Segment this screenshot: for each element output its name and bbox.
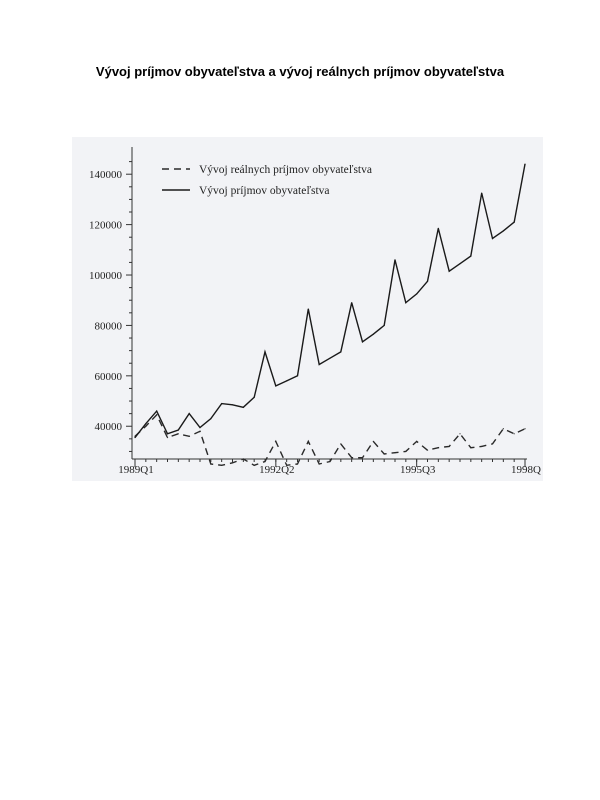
series-income-line: [134, 163, 526, 439]
data-point: [188, 413, 190, 415]
data-point: [448, 445, 450, 447]
y-tick-label: 60000: [95, 371, 123, 383]
data-point: [188, 435, 190, 437]
data-point: [253, 396, 255, 398]
data-point: [199, 426, 201, 429]
data-point: [340, 443, 342, 445]
legend-label: Vývoj reálnych príjmov obyvateľstva: [199, 164, 372, 176]
data-point: [481, 192, 483, 194]
data-point: [426, 449, 429, 451]
data-point: [134, 436, 136, 439]
y-tick-label: 100000: [89, 270, 123, 282]
data-point: [242, 406, 244, 408]
data-point: [307, 440, 309, 442]
data-point: [307, 308, 309, 310]
data-point: [145, 423, 147, 425]
data-point: [264, 460, 266, 463]
data-point: [372, 333, 374, 335]
data-point: [242, 458, 244, 460]
data-point: [231, 462, 234, 464]
data-point: [296, 463, 299, 465]
data-point: [177, 429, 179, 431]
data-point: [199, 430, 201, 432]
series-real-income-line: [134, 413, 526, 467]
data-point: [437, 227, 439, 229]
y-tick-label: 140000: [89, 169, 123, 181]
data-point: [448, 270, 450, 272]
data-point: [329, 460, 331, 463]
data-point: [416, 293, 418, 295]
data-point: [361, 457, 364, 459]
data-point: [221, 464, 223, 466]
data-point: [416, 440, 418, 442]
data-point: [318, 463, 320, 465]
data-point: [502, 428, 504, 430]
data-point: [491, 237, 494, 240]
y-tick-label: 80000: [95, 320, 123, 332]
data-point: [383, 324, 385, 327]
x-tick-label: 1992Q2: [259, 464, 294, 476]
data-point: [231, 404, 234, 406]
data-point: [221, 402, 223, 405]
data-point: [351, 457, 353, 459]
data-point: [286, 464, 288, 466]
chart-container: 40000 60000 80000 100000 120000 140000 1989Q1 1…: [72, 137, 543, 481]
data-point: [383, 453, 385, 455]
data-point: [491, 443, 494, 445]
data-point: [210, 418, 212, 420]
data-point: [470, 255, 472, 257]
data-point: [329, 357, 331, 359]
data-point: [156, 410, 158, 412]
data-point: [275, 440, 277, 442]
data-point: [405, 450, 407, 453]
data-point: [513, 221, 515, 223]
data-point: [275, 385, 277, 387]
data-point: [156, 414, 158, 416]
data-point: [286, 380, 288, 382]
data-point: [361, 341, 364, 343]
data-point: [372, 440, 374, 442]
y-tick-label: 120000: [89, 220, 123, 232]
line-chart: 40000 60000 80000 100000 120000 140000 1989Q1 1…: [89, 147, 541, 476]
y-tick-label: 40000: [95, 421, 123, 433]
data-point: [253, 464, 255, 466]
data-point: [524, 428, 526, 430]
data-point: [145, 425, 147, 427]
data-point: [513, 433, 515, 435]
x-tick-label: 1995Q3: [400, 464, 436, 476]
data-point: [210, 463, 212, 465]
data-point: [459, 263, 461, 265]
data-point: [394, 452, 396, 454]
page-title: Vývoj príjmov obyvateľstva a vývoj reáln…: [95, 64, 505, 79]
data-point: [524, 163, 526, 165]
x-tick-label: 1998Q: [511, 464, 541, 476]
x-tick-label: 1989Q1: [118, 464, 153, 476]
legend-label: Vývoj príjmov obyvateľstva: [199, 185, 330, 197]
data-point: [318, 363, 320, 366]
data-point: [502, 230, 504, 232]
data-point: [394, 259, 396, 261]
data-point: [166, 436, 169, 439]
data-point: [177, 433, 179, 435]
data-point: [459, 433, 461, 435]
data-point: [405, 302, 407, 304]
data-point: [296, 375, 299, 377]
data-point: [264, 351, 266, 353]
data-point: [470, 447, 472, 449]
data-point: [351, 302, 353, 304]
data-point: [426, 280, 429, 282]
data-point: [481, 445, 483, 447]
data-point: [166, 433, 169, 435]
data-point: [340, 351, 342, 353]
data-point: [437, 447, 439, 449]
